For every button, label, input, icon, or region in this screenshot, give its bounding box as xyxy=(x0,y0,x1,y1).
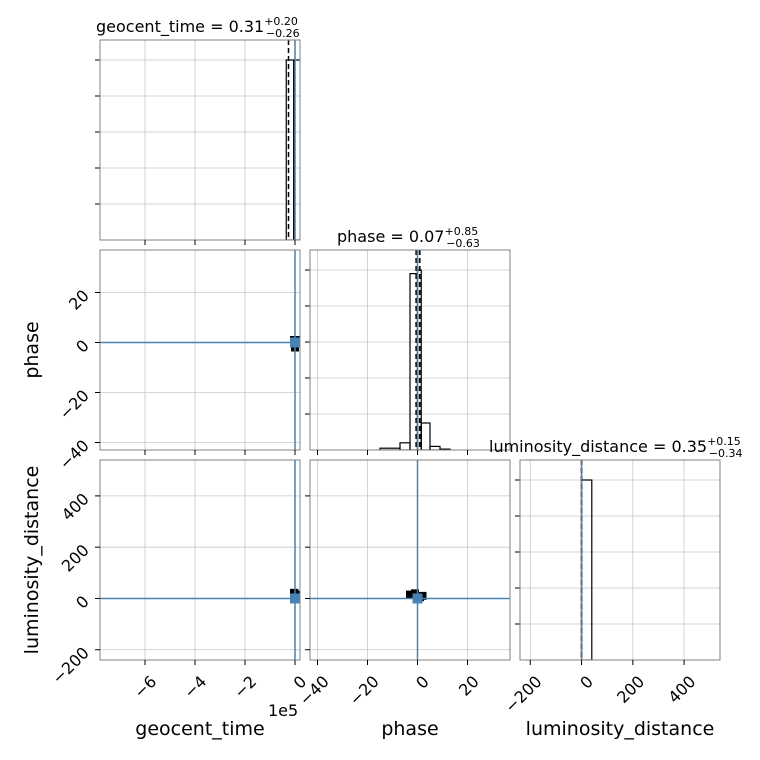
panel-frame xyxy=(99,39,301,241)
y-tick-label: 400 xyxy=(58,489,93,524)
x-tick-label: −6 xyxy=(130,672,160,702)
panel-luminosity_distance-vs-geocent_time xyxy=(95,459,301,665)
panel-content xyxy=(285,40,300,240)
panel-title-luminosity_distance: luminosity_distance = 0.35+0.15 −0.34 xyxy=(489,435,743,460)
panel-title-phase: phase = 0.07+0.85 −0.63 xyxy=(337,225,480,250)
panel-frame xyxy=(309,459,511,661)
hist-bar xyxy=(293,59,300,240)
hist-bar xyxy=(429,445,441,450)
panel-phase-vs-geocent_time xyxy=(95,249,301,455)
y-tick-label: 20 xyxy=(65,286,93,314)
panel-content xyxy=(100,250,300,450)
sample-point xyxy=(411,589,419,598)
sample-point xyxy=(406,590,414,599)
x-tick-label: 0 xyxy=(576,672,597,693)
truth-marker xyxy=(290,337,300,348)
y-tick-label: 0 xyxy=(72,592,93,613)
panel-phase-vs-phase xyxy=(305,249,511,455)
y-tick-label: 0 xyxy=(72,336,93,357)
y-tick-label: −40 xyxy=(56,436,93,473)
x-tick-label: −4 xyxy=(180,672,210,702)
panel-title-geocent_time: geocent_time = 0.31+0.20 −0.26 xyxy=(96,15,300,40)
y-tick-label: −20 xyxy=(56,386,93,423)
x-tick-label: 20 xyxy=(455,672,483,700)
hist-bar xyxy=(420,422,431,450)
panel-luminosity_distance-vs-luminosity_distance xyxy=(515,459,721,665)
x-axis-label-luminosity_distance: luminosity_distance xyxy=(526,718,715,740)
x-tick-label: 0 xyxy=(412,672,433,693)
x-offset-label-geocent_time: 1e5 xyxy=(268,701,298,720)
y-tick-label: −200 xyxy=(48,643,93,688)
panel-content xyxy=(100,460,300,660)
panel-frame xyxy=(519,459,721,661)
panel-frame xyxy=(99,249,301,451)
truth-marker xyxy=(412,593,423,604)
hist-bar xyxy=(285,59,295,240)
panel-frame xyxy=(99,459,301,661)
panel-luminosity_distance-vs-phase xyxy=(305,459,511,665)
x-tick-label: −200 xyxy=(501,672,546,717)
panel-geocent_time-vs-geocent_time xyxy=(95,39,301,245)
x-axis-label-phase: phase xyxy=(381,718,438,740)
x-tick-label: 400 xyxy=(664,672,699,707)
panel-content xyxy=(379,250,451,450)
x-axis-label-geocent_time: geocent_time xyxy=(135,718,264,740)
y-axis-label-luminosity_distance: luminosity_distance xyxy=(21,466,43,655)
x-tick-label: 200 xyxy=(613,672,648,707)
panel-content xyxy=(310,460,510,660)
hist-bar xyxy=(580,479,593,660)
hist-bar xyxy=(399,442,411,450)
panel-content xyxy=(580,460,593,660)
y-tick-label: 200 xyxy=(58,541,93,576)
sample-point xyxy=(290,588,298,597)
x-tick-label: −20 xyxy=(346,672,383,709)
panel-frame xyxy=(309,249,511,451)
y-axis-label-phase: phase xyxy=(21,321,43,378)
x-tick-label: −2 xyxy=(230,672,260,702)
truth-marker xyxy=(290,593,300,604)
